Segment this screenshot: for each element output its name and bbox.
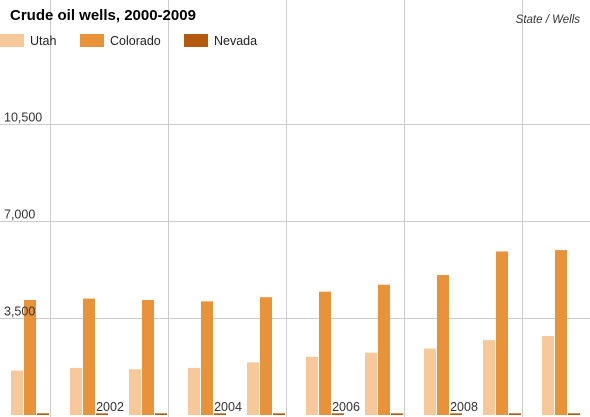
legend-item-colorado: Colorado: [80, 34, 161, 48]
bar-utah-2007: [424, 348, 436, 415]
legend-label: Colorado: [110, 34, 161, 48]
x-tick-label: 2008: [450, 400, 478, 414]
legend-label: Utah: [30, 34, 56, 48]
bar-nevada-2000: [37, 413, 49, 415]
y-tick-label: 10,500: [4, 111, 42, 125]
bar-utah-2002: [129, 369, 141, 415]
bar-colorado-2004: [260, 297, 272, 415]
bar-nevada-2007: [450, 413, 462, 415]
bar-utah-2006: [365, 352, 377, 415]
bar-colorado-2000: [24, 299, 36, 415]
bar-nevada-2004: [273, 413, 285, 415]
y-axis-ticks: 3,500 7,000 10,500: [4, 111, 42, 319]
chart-title: Crude oil wells, 2000-2009: [10, 7, 196, 24]
legend-swatch: [0, 34, 24, 47]
legend-label: Nevada: [214, 34, 257, 48]
bars: [11, 250, 580, 415]
bar-utah-2001: [70, 367, 82, 415]
bar-nevada-2005: [332, 413, 344, 415]
legend: Utah Colorado Nevada: [0, 34, 257, 48]
bar-nevada-2009: [568, 413, 580, 415]
bar-utah-2000: [11, 370, 23, 415]
y-tick-label: 3,500: [4, 305, 35, 319]
bar-utah-2009: [542, 336, 554, 415]
legend-swatch: [184, 34, 208, 47]
x-tick-label: 2004: [214, 400, 242, 414]
bar-colorado-2009: [555, 250, 567, 415]
bar-nevada-2006: [391, 413, 403, 415]
bar-colorado-2007: [437, 275, 449, 415]
legend-swatch: [80, 34, 104, 47]
bar-colorado-2001: [83, 298, 95, 415]
bar-colorado-2002: [142, 299, 154, 415]
bar-nevada-2002: [155, 413, 167, 415]
x-tick-label: 2006: [332, 400, 360, 414]
legend-item-utah: Utah: [0, 34, 56, 48]
x-axis-ticks: 2002 2004 2006 2008: [96, 400, 478, 414]
y-tick-label: 7,000: [4, 208, 35, 222]
bar-nevada-2008: [509, 413, 521, 415]
bar-utah-2005: [306, 356, 318, 415]
bar-utah-2008: [483, 340, 495, 415]
bar-colorado-2006: [378, 284, 390, 415]
bar-colorado-2005: [319, 291, 331, 415]
bar-utah-2004: [247, 362, 259, 415]
bar-nevada-2003: [214, 413, 226, 415]
bar-colorado-2008: [496, 251, 508, 415]
chart-subtitle: State / Wells: [516, 14, 581, 26]
bar-utah-2003: [188, 367, 200, 415]
bar-colorado-2003: [201, 301, 213, 415]
legend-item-nevada: Nevada: [184, 34, 257, 48]
x-tick-label: 2002: [96, 400, 124, 414]
bar-nevada-2001: [96, 413, 108, 415]
